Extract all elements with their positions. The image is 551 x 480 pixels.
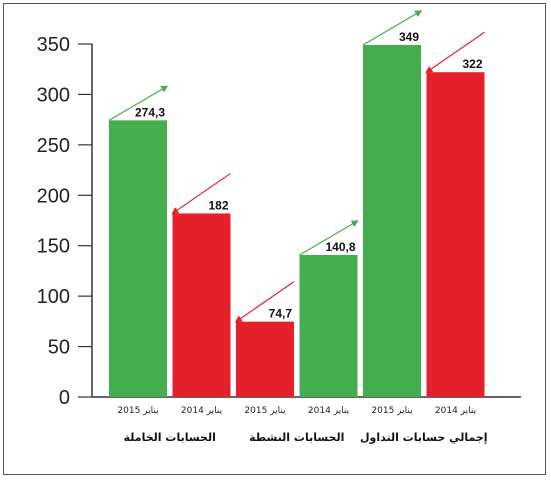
bar: [172, 213, 231, 397]
category-label: يناير 2015: [117, 406, 159, 416]
y-tick-label: 100: [37, 286, 70, 308]
y-tick-label: 0: [59, 387, 70, 409]
trend-arrow-down: [171, 172, 231, 215]
group-label: إجمالي حسابات التداول: [360, 431, 488, 444]
data-label: 182: [208, 198, 228, 212]
y-tick-label: 300: [37, 84, 70, 106]
bar: [109, 120, 167, 398]
trend-arrow-down: [425, 31, 485, 74]
data-label: 274,3: [135, 105, 165, 119]
data-label: 74,7: [269, 307, 293, 321]
y-tick-label: 50: [48, 337, 70, 359]
category-label: يناير 2014: [181, 406, 223, 416]
bar: [363, 45, 421, 397]
group-label: الحسابات الخاملة: [124, 431, 216, 444]
data-label: 140,8: [325, 240, 355, 254]
bar: [299, 254, 358, 397]
y-tick-label: 350: [37, 34, 70, 56]
y-tick-label: 200: [37, 185, 70, 207]
category-label: يناير 2015: [371, 406, 413, 416]
trend-arrow-up: [299, 220, 359, 256]
y-tick-label: 250: [37, 135, 70, 157]
data-label: 322: [462, 57, 482, 71]
category-label: يناير 2014: [435, 406, 477, 416]
bar: [236, 321, 294, 397]
trend-arrow-up: [362, 10, 423, 46]
trend-arrow-up: [108, 85, 169, 121]
category-label: يناير 2014: [308, 406, 350, 416]
bar: [426, 72, 485, 398]
group-label: الحسابات النشطة: [249, 431, 344, 444]
y-tick-label: 150: [37, 236, 70, 258]
category-label: يناير 2015: [244, 406, 286, 416]
data-label: 349: [399, 30, 419, 44]
trend-arrow-down: [234, 281, 295, 323]
